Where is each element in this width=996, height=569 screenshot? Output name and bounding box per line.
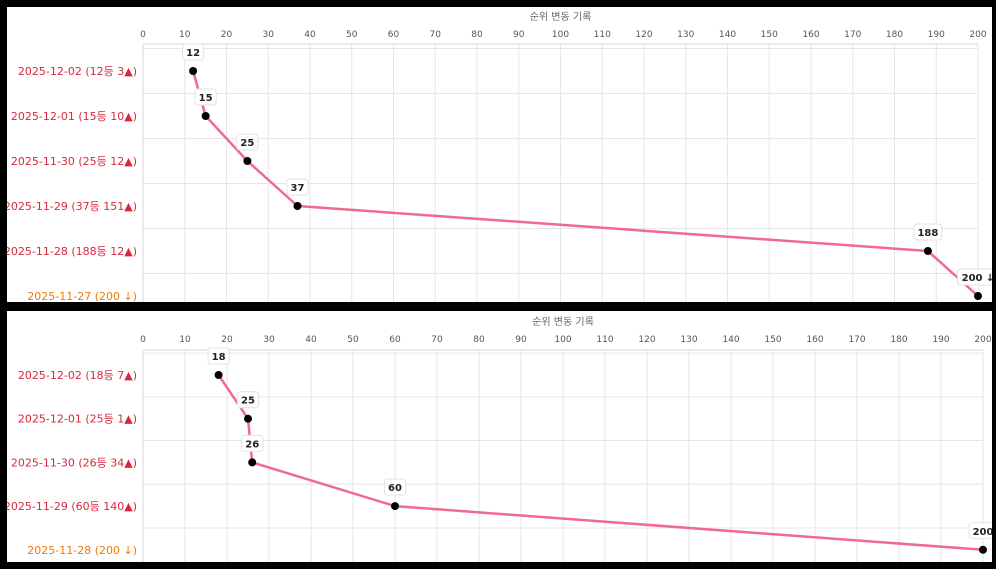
x-tick-label: 80 xyxy=(471,30,483,40)
x-tick-label: 130 xyxy=(680,335,697,345)
data-label: 12 xyxy=(186,48,200,59)
x-tick-label: 160 xyxy=(806,335,823,345)
data-point xyxy=(974,292,982,300)
chart-title: 순위 변동 기록 xyxy=(530,10,592,23)
x-tick-label: 100 xyxy=(554,335,571,345)
data-point xyxy=(214,371,223,379)
x-tick-label: 40 xyxy=(304,30,316,40)
y-category-label: 2025-11-28 (200 ↓) xyxy=(27,544,137,557)
x-tick-label: 120 xyxy=(638,335,655,345)
x-tick-label: 190 xyxy=(932,335,949,345)
data-label-box xyxy=(241,434,264,452)
x-tick-label: 0 xyxy=(140,335,146,345)
data-label-box xyxy=(286,178,309,196)
rank-history-chart-2: 순위 변동 기록 0 10 20 30 40 50 60 70 80 90 100 110 120 130 1… xyxy=(7,311,992,562)
x-tick-label: 150 xyxy=(761,30,778,40)
x-tick-label: 180 xyxy=(886,30,903,40)
x-tick-label: 160 xyxy=(802,30,819,40)
data-label: 200 ↓ xyxy=(962,273,992,284)
x-tick-label: 60 xyxy=(388,30,400,40)
x-tick-label: 80 xyxy=(473,335,485,345)
data-label-box xyxy=(207,347,230,365)
x-tick-label: 140 xyxy=(719,30,736,40)
data-point xyxy=(243,157,252,165)
x-tick-label: 90 xyxy=(515,335,527,345)
data-point xyxy=(923,247,932,255)
data-label: 37 xyxy=(291,183,305,194)
x-tick-label: 110 xyxy=(594,30,611,40)
data-label-box xyxy=(957,268,992,286)
data-label-box xyxy=(194,88,217,106)
x-tick-label: 120 xyxy=(635,30,652,40)
x-tick-label: 50 xyxy=(346,30,358,40)
x-tick-label: 200 xyxy=(969,30,986,40)
data-point xyxy=(189,67,198,75)
x-tick-label: 170 xyxy=(844,30,861,40)
chart-title: 순위 변동 기록 xyxy=(532,315,594,328)
x-tick-label: 170 xyxy=(848,335,865,345)
series-line xyxy=(217,374,984,552)
data-label: 188 xyxy=(917,228,938,239)
y-category-label: 2025-11-30 (26등 34▲) xyxy=(11,456,137,469)
series-line xyxy=(191,70,979,297)
x-tick-label: 0 xyxy=(140,30,146,40)
data-label: 26 xyxy=(245,439,259,450)
data-label: 200 xyxy=(973,527,992,538)
x-tick-label: 20 xyxy=(221,335,233,345)
x-tick-label: 100 xyxy=(552,30,569,40)
x-tick-label: 180 xyxy=(890,335,907,345)
data-label-box xyxy=(968,522,992,540)
data-label: 25 xyxy=(240,138,254,149)
data-label-box xyxy=(236,391,260,409)
data-label-box xyxy=(383,478,407,496)
x-tick-label: 70 xyxy=(430,30,442,40)
data-point xyxy=(979,545,987,554)
x-tick-label: 30 xyxy=(263,335,275,345)
y-category-label: 2025-11-30 (25등 12▲) xyxy=(11,155,137,168)
data-label-box xyxy=(236,133,259,151)
x-tick-label: 190 xyxy=(928,30,945,40)
y-category-label: 2025-12-02 (18등 7▲) xyxy=(18,369,137,382)
data-label: 15 xyxy=(199,93,213,104)
x-tick-label: 150 xyxy=(764,335,781,345)
x-tick-label: 90 xyxy=(513,30,525,40)
x-tick-label: 10 xyxy=(179,335,191,345)
y-category-label: 2025-12-01 (25등 1▲) xyxy=(18,413,137,426)
x-tick-label: 140 xyxy=(722,335,739,345)
data-point xyxy=(391,502,399,511)
x-tick-label: 70 xyxy=(431,335,443,345)
data-label-box xyxy=(913,223,943,241)
data-label-box xyxy=(182,43,205,61)
y-category-label: 2025-11-28 (188등 12▲) xyxy=(7,245,137,258)
x-tick-label: 20 xyxy=(221,30,233,40)
data-point xyxy=(293,202,302,210)
data-point xyxy=(248,458,257,467)
data-point xyxy=(201,112,210,120)
data-label: 60 xyxy=(388,483,402,494)
rank-history-chart-2-svg: 순위 변동 기록 0 10 20 30 40 50 60 70 80 90 100 110 120 130 1… xyxy=(7,315,992,562)
x-tick-label: 50 xyxy=(347,335,359,345)
rank-history-chart-1: 순위 변동 기록 0 10 20 30 40 50 60 70 80 90 100 110 120 130 1… xyxy=(7,7,992,302)
rank-history-chart-1-svg: 순위 변동 기록 0 10 20 30 40 50 60 70 80 90 100 110 120 130 1… xyxy=(7,10,992,302)
y-category-label: 2025-12-02 (12등 3▲) xyxy=(18,65,137,78)
x-tick-label: 130 xyxy=(677,30,694,40)
x-tick-label: 60 xyxy=(389,335,401,345)
y-category-label: 2025-12-01 (15등 10▲) xyxy=(11,110,137,123)
x-tick-label: 40 xyxy=(305,335,317,345)
data-point xyxy=(244,414,252,423)
y-category-label: 2025-11-29 (60등 140▲) xyxy=(7,500,137,513)
x-tick-label: 10 xyxy=(179,30,191,40)
y-category-label: 2025-11-29 (37등 151▲) xyxy=(7,200,137,213)
x-tick-label: 30 xyxy=(263,30,275,40)
data-label: 18 xyxy=(212,352,226,363)
y-category-label: 2025-11-27 (200 ↓) xyxy=(27,290,137,302)
x-tick-label: 200 xyxy=(974,335,991,345)
data-label: 25 xyxy=(241,396,255,407)
x-tick-label: 110 xyxy=(596,335,613,345)
